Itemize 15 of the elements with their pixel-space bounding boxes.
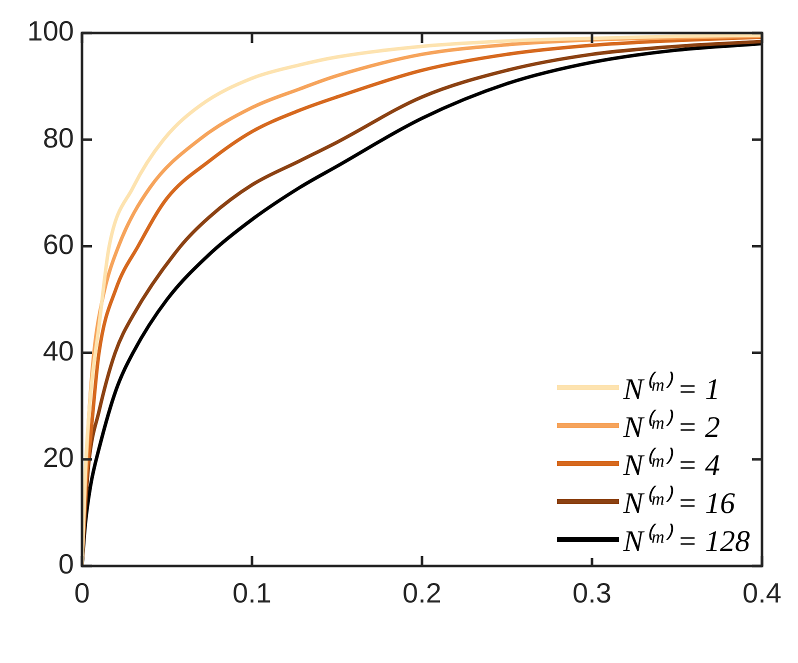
legend-label: N⁽ᵐ⁾ = 4 (623, 446, 720, 484)
x-tick-label: 0.1 (232, 578, 272, 609)
y-tick-label: 60 (42, 228, 74, 260)
legend-label: N⁽ᵐ⁾ = 1 (623, 370, 720, 408)
y-tick-label: 100 (27, 16, 74, 47)
legend-label: N⁽ᵐ⁾ = 128 (623, 522, 750, 560)
x-tick-label: 0.3 (572, 578, 612, 609)
legend-label: N⁽ᵐ⁾ = 16 (623, 484, 735, 522)
y-tick-label: 20 (42, 442, 74, 474)
x-tick-label: 0.4 (742, 578, 782, 609)
y-tick-label: 0 (58, 548, 74, 580)
legend-label: N⁽ᵐ⁾ = 2 (623, 408, 720, 446)
y-tick-label: 40 (42, 336, 74, 367)
x-tick-label: 0.2 (402, 578, 442, 609)
y-tick-label: 80 (42, 122, 74, 154)
